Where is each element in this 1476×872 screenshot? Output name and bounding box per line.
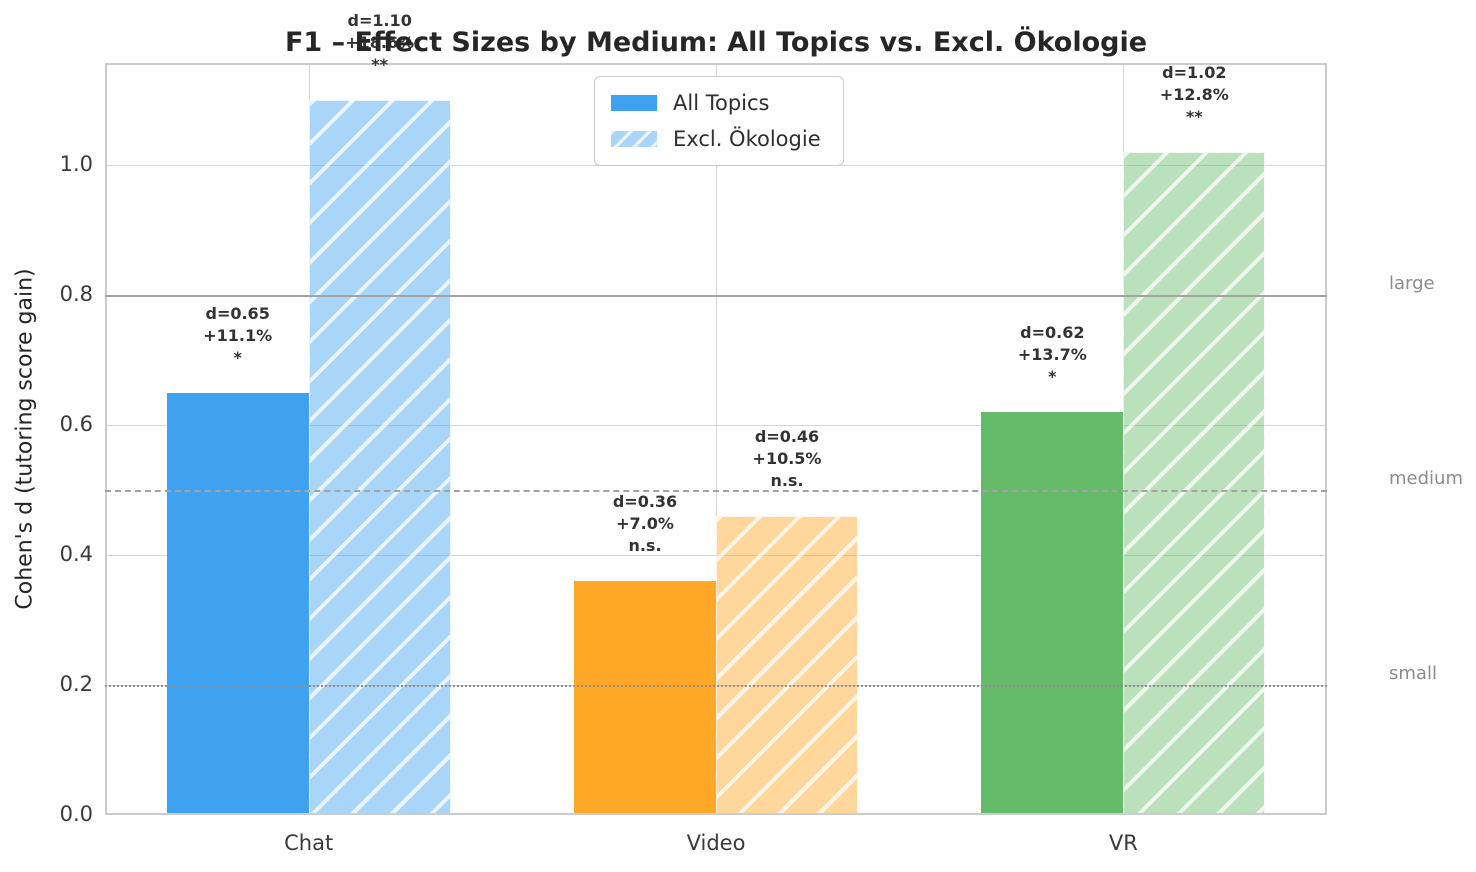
reference-line-small xyxy=(105,685,1327,687)
legend-item: All Topics xyxy=(611,91,821,115)
annotation-sig: n.s. xyxy=(770,471,804,491)
annotation-sig: * xyxy=(233,347,242,367)
reference-line-large xyxy=(105,295,1327,298)
bar-solid xyxy=(574,581,716,815)
y-tick-label: 0.0 xyxy=(59,802,93,826)
v-gridline xyxy=(716,63,717,815)
x-tick-label: VR xyxy=(1108,831,1138,855)
bar-hatched xyxy=(1123,152,1266,815)
bar-annotation: d=0.65 +11.1% * xyxy=(128,303,348,369)
y-tick-label: 0.8 xyxy=(59,282,93,307)
legend-label: All Topics xyxy=(673,91,770,115)
annotation-pct: +11.1% xyxy=(203,325,273,345)
annotation-d: d=1.02 xyxy=(1162,63,1227,83)
annotation-sig: n.s. xyxy=(628,536,662,555)
bar-annotation: d=0.62 +13.7% * xyxy=(942,322,1162,388)
y-tick-label: 0.2 xyxy=(59,672,93,696)
annotation-pct: +18.6% xyxy=(345,33,415,53)
bar-annotation: d=1.02 +12.8% ** xyxy=(1084,62,1304,128)
legend: All Topics Excl. Ökologie xyxy=(594,76,844,166)
chart-title: F1 – Effect Sizes by Medium: All Topics … xyxy=(284,27,1148,58)
annotation-d: d=1.10 xyxy=(347,11,412,31)
bar-hatched xyxy=(716,516,858,815)
threshold-label-medium: medium xyxy=(1389,468,1463,490)
threshold-label-large: large xyxy=(1389,273,1435,295)
x-tick-label: Video xyxy=(686,831,746,855)
legend-item: Excl. Ökologie xyxy=(611,127,821,151)
annotation-sig: * xyxy=(1048,367,1057,387)
bar-annotation: d=1.10 +18.6% ** xyxy=(270,10,490,76)
legend-label: Excl. Ökologie xyxy=(673,127,821,151)
x-tick-label: Chat xyxy=(284,831,334,855)
y-tick-label: 1.0 xyxy=(59,152,93,177)
bar-solid xyxy=(981,412,1124,815)
threshold-label-small: small xyxy=(1389,663,1437,684)
bar-hatched xyxy=(308,100,451,815)
annotation-pct: +10.5% xyxy=(752,449,822,469)
annotation-pct: +13.7% xyxy=(1017,345,1087,365)
legend-swatch-solid xyxy=(611,95,657,111)
bar-solid xyxy=(166,392,309,815)
annotation-d: d=0.62 xyxy=(1020,323,1085,343)
y-tick-label: 0.6 xyxy=(59,412,93,437)
annotation-d: d=0.65 xyxy=(205,303,270,323)
reference-line-medium xyxy=(105,490,1327,493)
annotation-d: d=0.36 xyxy=(612,492,678,511)
annotation-pct: +7.0% xyxy=(616,514,674,533)
annotation-pct: +12.8% xyxy=(1159,85,1229,105)
legend-swatch-hatched xyxy=(611,131,657,147)
y-tick-label: 0.4 xyxy=(59,542,93,567)
annotation-sig: ** xyxy=(1185,107,1203,127)
bar-annotation: d=0.36 +7.0% n.s. xyxy=(535,491,755,557)
bar-annotation: d=0.46 +10.5% n.s. xyxy=(677,426,897,492)
annotation-d: d=0.46 xyxy=(754,427,820,447)
